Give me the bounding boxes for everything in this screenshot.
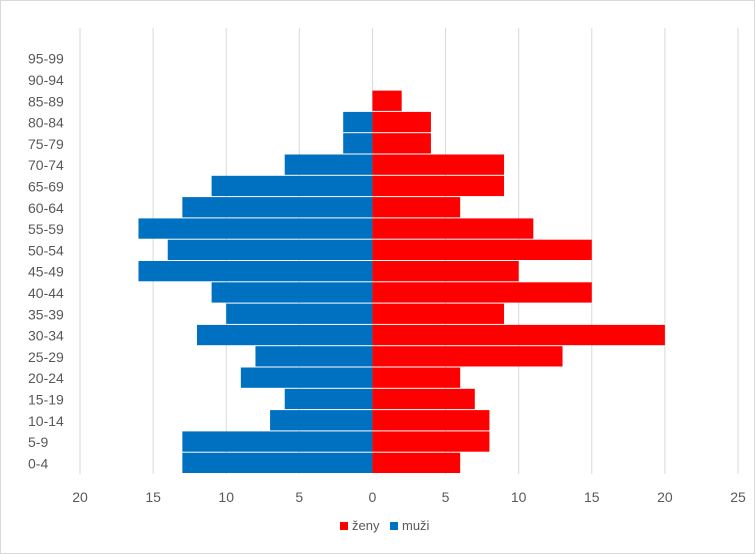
bar-zeny-10-14 bbox=[372, 410, 490, 431]
bar-muzi-35-39 bbox=[226, 303, 373, 324]
bar-zeny-80-84 bbox=[372, 111, 431, 133]
y-axis-labels: 0-4 5-9 10-14 15-19 20-24 25-29 30-34 35-39 40-4… bbox=[28, 51, 64, 472]
y-tick-label-20-24: 20-24 bbox=[28, 370, 64, 386]
bar-muzi-25-29 bbox=[255, 346, 373, 367]
x-tick-label-6: 10 bbox=[511, 489, 527, 505]
bar-muzi-0-4 bbox=[182, 452, 373, 473]
bar-muzi-40-44 bbox=[211, 282, 373, 303]
bar-zeny-30-34 bbox=[372, 324, 665, 346]
bar-zeny-55-59 bbox=[372, 218, 534, 239]
x-axis-labels: 20 15 10 5 0 5 10 15 20 25 bbox=[72, 489, 746, 505]
x-tick-label-1: 15 bbox=[145, 489, 161, 505]
legend-label-0: ženy bbox=[352, 518, 380, 533]
x-tick-label-4: 0 bbox=[369, 489, 377, 505]
bar-zeny-70-74 bbox=[372, 154, 505, 175]
bar-muzi-45-49 bbox=[138, 261, 373, 282]
bar-zeny-0-4 bbox=[372, 452, 461, 473]
y-tick-label-45-49: 45-49 bbox=[28, 264, 64, 280]
x-tick-label-5: 5 bbox=[442, 489, 450, 505]
y-tick-label-60-64: 60-64 bbox=[28, 200, 64, 216]
y-tick-label-10-14: 10-14 bbox=[28, 413, 64, 429]
y-tick-label-90-94: 90-94 bbox=[28, 72, 64, 88]
bar-muzi-60-64 bbox=[182, 197, 373, 218]
legend-label-1: muži bbox=[402, 518, 430, 533]
bar-muzi-10-14 bbox=[270, 410, 373, 431]
y-tick-label-35-39: 35-39 bbox=[28, 306, 64, 322]
bar-muzi-55-59 bbox=[138, 218, 373, 239]
bars bbox=[138, 90, 665, 473]
y-tick-label-15-19: 15-19 bbox=[28, 391, 64, 407]
y-tick-label-50-54: 50-54 bbox=[28, 242, 64, 258]
bar-zeny-85-89 bbox=[372, 90, 402, 111]
y-tick-label-65-69: 65-69 bbox=[28, 178, 64, 194]
bar-muzi-5-9 bbox=[182, 431, 373, 452]
y-tick-label-30-34: 30-34 bbox=[28, 328, 64, 344]
bar-zeny-45-49 bbox=[372, 261, 519, 282]
bar-zeny-65-69 bbox=[372, 175, 505, 197]
bar-muzi-20-24 bbox=[240, 367, 373, 388]
x-tick-label-3: 5 bbox=[295, 489, 303, 505]
y-tick-label-0-4: 0-4 bbox=[28, 455, 48, 471]
bar-muzi-80-84 bbox=[343, 111, 373, 133]
legend-swatch-1 bbox=[390, 522, 398, 530]
legend-swatch-0 bbox=[340, 522, 348, 530]
y-tick-label-85-89: 85-89 bbox=[28, 93, 64, 109]
y-tick-label-40-44: 40-44 bbox=[28, 285, 64, 301]
bar-muzi-15-19 bbox=[284, 388, 373, 410]
bar-muzi-70-74 bbox=[284, 154, 373, 175]
y-tick-label-25-29: 25-29 bbox=[28, 349, 64, 365]
bar-zeny-40-44 bbox=[372, 282, 592, 303]
y-tick-label-95-99: 95-99 bbox=[28, 51, 64, 67]
bar-zeny-15-19 bbox=[372, 388, 475, 410]
y-tick-label-75-79: 75-79 bbox=[28, 136, 64, 152]
x-tick-label-9: 25 bbox=[730, 489, 746, 505]
x-tick-label-0: 20 bbox=[72, 489, 88, 505]
bar-zeny-60-64 bbox=[372, 197, 461, 218]
x-tick-label-2: 10 bbox=[218, 489, 234, 505]
y-tick-label-80-84: 80-84 bbox=[28, 115, 64, 131]
bar-muzi-75-79 bbox=[343, 133, 373, 154]
legend: ženy muži bbox=[340, 518, 430, 533]
x-tick-label-7: 15 bbox=[584, 489, 600, 505]
bar-zeny-25-29 bbox=[372, 346, 563, 367]
bar-zeny-50-54 bbox=[372, 239, 592, 260]
bar-muzi-65-69 bbox=[211, 175, 373, 197]
bar-zeny-35-39 bbox=[372, 303, 505, 324]
bar-muzi-30-34 bbox=[196, 324, 373, 346]
y-tick-label-55-59: 55-59 bbox=[28, 221, 64, 237]
bar-zeny-5-9 bbox=[372, 431, 490, 452]
x-tick-label-8: 20 bbox=[657, 489, 673, 505]
bar-zeny-75-79 bbox=[372, 133, 431, 154]
bar-zeny-20-24 bbox=[372, 367, 461, 388]
y-tick-label-5-9: 5-9 bbox=[28, 434, 48, 450]
y-tick-label-70-74: 70-74 bbox=[28, 157, 64, 173]
bar-muzi-50-54 bbox=[167, 239, 373, 260]
